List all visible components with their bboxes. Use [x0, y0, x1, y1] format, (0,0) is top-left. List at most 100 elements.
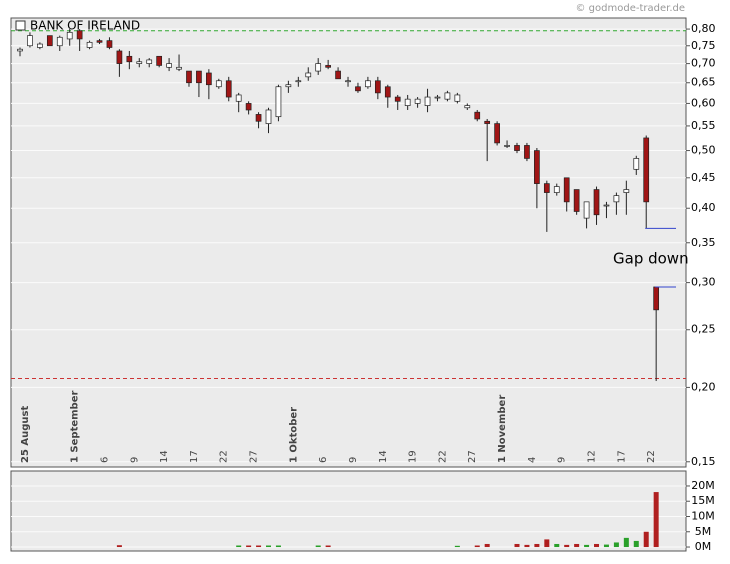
candle-body [186, 70, 192, 84]
volume-bar [534, 543, 540, 548]
y-tick-label: 0,80 [691, 22, 716, 35]
candle-body [106, 40, 113, 48]
x-tick-label: 9 [557, 457, 568, 463]
candle-body [196, 70, 202, 84]
candle-body [146, 59, 153, 64]
volume-bar [544, 539, 550, 548]
candle-body [116, 50, 123, 64]
volume-bar [524, 544, 530, 548]
y-tick-label: 0,50 [691, 144, 716, 157]
candle-body [623, 189, 630, 193]
x-tick-label: 22 [437, 450, 448, 463]
volume-bar [643, 531, 649, 548]
x-tick-label: 1 November [497, 395, 508, 463]
candle-body [543, 183, 550, 193]
candle-body [384, 86, 391, 98]
x-tick-label: 6 [99, 457, 110, 463]
candle-body [335, 70, 341, 80]
y-tick-label: 0,40 [691, 201, 716, 214]
candle-body [394, 96, 401, 102]
candle-body [583, 201, 590, 219]
candle-body [553, 186, 560, 193]
y-tick-label: 5M [695, 525, 712, 538]
marks [17, 29, 676, 548]
y-tick-label: 0,45 [691, 171, 716, 184]
y-tick-label: 0,15 [691, 455, 716, 468]
volume-bar [564, 544, 570, 548]
candle-body [295, 80, 302, 83]
candle-body [275, 86, 282, 118]
candle-body [434, 96, 441, 99]
candle-body [484, 120, 491, 124]
y-tick-label: 15M [691, 494, 715, 507]
grid [11, 28, 686, 548]
y-tick-label: 0,70 [691, 57, 716, 70]
y-tick-label: 10M [691, 509, 715, 522]
volume-bar [315, 545, 321, 548]
y-tick-label: 0,25 [691, 323, 716, 336]
candle-body [593, 189, 600, 216]
x-tick-label: 4 [527, 457, 538, 463]
x-tick-label: 25 August [20, 406, 31, 463]
candle-body [325, 65, 331, 68]
candle-body [27, 35, 33, 47]
y-tick-label: 0,30 [691, 276, 716, 289]
volume-bar [584, 544, 590, 548]
volume-bar [613, 542, 619, 548]
candle-body [96, 40, 103, 43]
candle-body [534, 150, 540, 184]
x-tick-label: 27 [467, 450, 478, 463]
candle-body [514, 145, 520, 151]
candle-body [345, 80, 351, 83]
x-tick-label: 27 [249, 450, 260, 463]
y-tick-label: 0,65 [691, 76, 716, 89]
x-tick-label: 12 [587, 450, 598, 463]
volume-bar [603, 544, 609, 548]
candle-body [156, 55, 163, 66]
volume-bar [246, 545, 252, 548]
candle-body [365, 80, 371, 88]
volume-bar [653, 492, 659, 548]
volume-bar [275, 545, 281, 548]
candle-body [653, 286, 660, 311]
x-tick-label: 19 [408, 450, 419, 463]
x-tick-label: 22 [646, 450, 657, 463]
x-tick-label: 17 [189, 450, 200, 463]
candle-body [176, 66, 182, 70]
candle-body [66, 31, 73, 40]
candle-body [235, 94, 242, 102]
candle-body [643, 137, 650, 203]
title-box [15, 20, 26, 31]
y-tick-label: 0,60 [691, 96, 716, 109]
annotation: Gap down [613, 250, 689, 268]
x-tick-label: 17 [616, 450, 627, 463]
volume-bar [116, 545, 122, 548]
x-tick-label: 9 [348, 457, 359, 463]
candle-body [215, 80, 222, 88]
candle-body [56, 36, 63, 47]
candle-body [166, 63, 172, 68]
volume-bar [474, 545, 480, 548]
volume-bar [325, 545, 331, 548]
y-tick-label: 0M [695, 540, 712, 553]
candle-body [613, 195, 620, 203]
volume-bar [256, 545, 262, 548]
y-tick-label: 0,35 [691, 236, 716, 249]
candle-body [633, 158, 640, 170]
candle-body [603, 204, 610, 207]
volume-bar [484, 543, 490, 548]
candle-body [494, 123, 500, 144]
candle-body [206, 72, 212, 86]
candle-body [255, 114, 262, 122]
x-tick-label: 14 [378, 450, 389, 463]
y-tick-label: 0,20 [691, 380, 716, 393]
candle-body [474, 111, 481, 120]
candle-body [563, 177, 570, 203]
y-tick-label: 20M [691, 479, 715, 492]
x-tick-label: 22 [219, 450, 230, 463]
volume-bar [633, 540, 639, 548]
volume-bar [514, 543, 520, 548]
volume-bar [236, 545, 242, 548]
